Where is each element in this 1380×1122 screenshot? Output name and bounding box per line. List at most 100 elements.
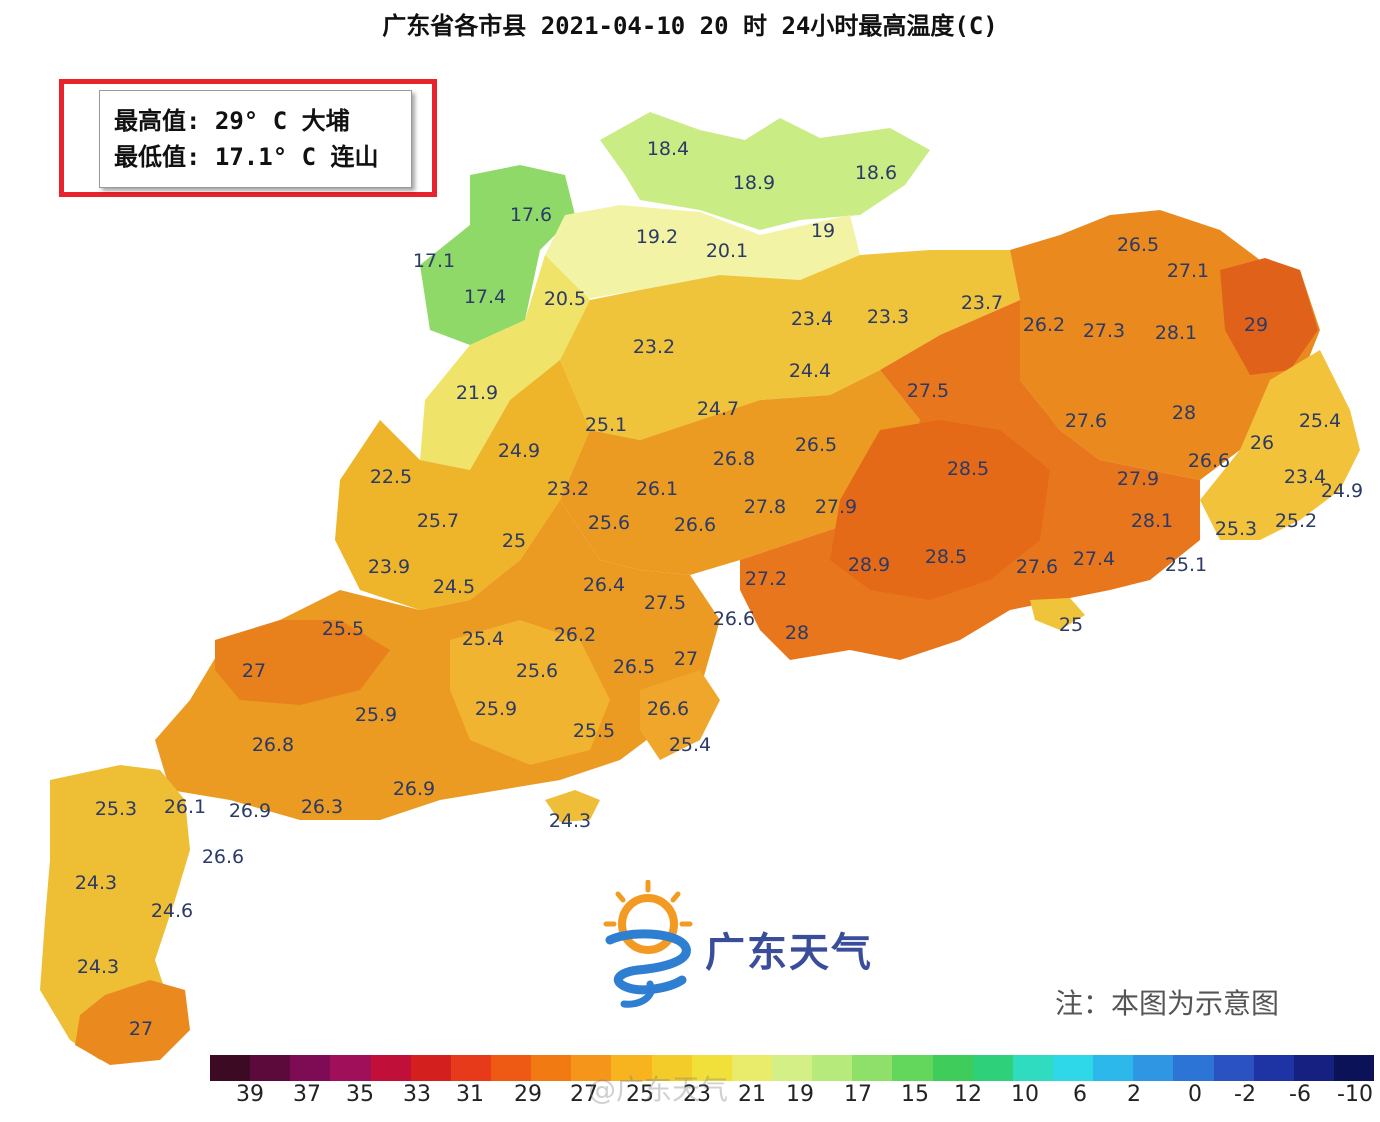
legend-label: 27	[570, 1082, 598, 1107]
region-zhuhai	[640, 670, 720, 760]
temperature-label: 27	[129, 1018, 153, 1040]
temperature-label: 26.5	[795, 434, 837, 456]
temperature-label: 24.6	[151, 900, 193, 922]
legend-label: 0	[1188, 1082, 1202, 1107]
temperature-label: 20.5	[544, 288, 586, 310]
temperature-label: 24.3	[549, 810, 591, 832]
temperature-label: 17.6	[510, 204, 552, 226]
temperature-label: 23.7	[961, 292, 1003, 314]
legend-label: 25	[626, 1082, 654, 1107]
temperature-label: 27.9	[815, 496, 857, 518]
temperature-label: 26.6	[202, 846, 244, 868]
temperature-label: 26.2	[554, 624, 596, 646]
temperature-label: 20.1	[706, 240, 748, 262]
temperature-label: 25	[1059, 614, 1083, 636]
guangdong-weather-logo-icon	[603, 880, 693, 1008]
legend-label: 23	[683, 1082, 711, 1107]
temperature-label: 18.4	[647, 138, 689, 160]
temperature-label: 26.8	[713, 448, 755, 470]
temperature-label: 23.3	[867, 306, 909, 328]
temperature-label: 25.5	[573, 720, 615, 742]
legend-swatch	[611, 1055, 652, 1081]
temperature-label: 18.6	[855, 162, 897, 184]
legend-swatch	[771, 1055, 813, 1081]
temperature-label: 27.6	[1016, 556, 1058, 578]
temperature-label: 25.9	[475, 698, 517, 720]
region-pearl-river-deep	[830, 420, 1050, 600]
color-legend-bar	[210, 1055, 1375, 1081]
temperature-label: 21.9	[456, 382, 498, 404]
temperature-label: 25.5	[322, 618, 364, 640]
region-xuwen	[75, 980, 190, 1065]
temperature-label: 25.1	[1165, 554, 1207, 576]
temperature-label: 27.5	[644, 592, 686, 614]
legend-swatch	[1012, 1055, 1053, 1081]
temperature-labels: 18.4 18.9 18.6 17.6 17.1 19.2 20.1 19 17.4 20.5 26…	[75, 138, 1363, 1040]
temperature-label: 24.3	[75, 872, 117, 894]
temperature-label: 25.9	[355, 704, 397, 726]
region-dabu	[1220, 258, 1318, 375]
temperature-label: 27.1	[1167, 260, 1209, 282]
max-temperature: 最高值: 29° C 大埔	[114, 107, 350, 135]
temperature-label: 26.9	[229, 800, 271, 822]
temperature-label: 25	[502, 530, 526, 552]
legend-label: 12	[954, 1082, 982, 1107]
legend-label: 2	[1127, 1082, 1141, 1107]
temperature-label: 24.9	[1321, 480, 1363, 502]
temperature-label: 26.5	[613, 656, 655, 678]
temperature-label: 18.9	[733, 172, 775, 194]
temperature-label: 25.7	[417, 510, 459, 532]
legend-swatch	[531, 1055, 572, 1081]
temperature-label: 26.3	[301, 796, 343, 818]
legend-label: 29	[514, 1082, 542, 1107]
legend-swatch	[731, 1055, 772, 1081]
temperature-label: 27.5	[907, 380, 949, 402]
legend-label: -2	[1234, 1082, 1256, 1107]
legend-swatch	[651, 1055, 692, 1081]
temperature-label: 26.6	[713, 608, 755, 630]
temperature-label: 25.4	[462, 628, 504, 650]
temperature-label: 25.4	[1299, 410, 1341, 432]
legend-swatch	[290, 1055, 331, 1081]
legend-label: 19	[786, 1082, 814, 1107]
temperature-label: 23.2	[547, 478, 589, 500]
legend-swatch	[1293, 1055, 1334, 1081]
temperature-label: 24.7	[697, 398, 739, 420]
temperature-label: 26.6	[1188, 450, 1230, 472]
region-central-yellow	[560, 250, 1020, 440]
temperature-label: 25.6	[516, 660, 558, 682]
region-west-yellow	[420, 255, 590, 470]
province-regions	[40, 112, 1360, 1065]
legend-label: 17	[844, 1082, 872, 1107]
legend-label: 31	[456, 1082, 484, 1107]
legend-label: -10	[1337, 1082, 1373, 1107]
temperature-label: 27	[674, 648, 698, 670]
temperature-label: 28	[785, 622, 809, 644]
color-legend-labels: 39 37 35 33 31 29 27 25 23 21 19 17 15 12 10 6 2 0 -2 -6 -10	[210, 1082, 1374, 1116]
legend-label: 15	[901, 1082, 929, 1107]
temperature-label: 27.8	[744, 496, 786, 518]
legend-swatch	[330, 1055, 371, 1081]
temperature-label: 28.5	[947, 458, 989, 480]
temperature-label: 28.5	[925, 546, 967, 568]
temperature-label: 29	[1244, 314, 1268, 336]
region-east-coast	[1200, 350, 1360, 540]
temperature-label: 26.9	[393, 778, 435, 800]
temperature-label: 22.5	[370, 466, 412, 488]
island-east	[1030, 598, 1085, 630]
temperature-label: 25.4	[669, 734, 711, 756]
legend-swatch	[1052, 1055, 1094, 1081]
temperature-label: 27.2	[745, 568, 787, 590]
region-north-green	[600, 112, 930, 230]
temperature-label: 26.1	[636, 478, 678, 500]
region-central-orange	[560, 370, 920, 575]
region-west-band	[335, 360, 590, 610]
temperature-label: 28.1	[1155, 322, 1197, 344]
temperature-label: 17.4	[464, 286, 506, 308]
legend-swatch	[210, 1055, 251, 1081]
legend-swatch	[1333, 1055, 1375, 1081]
legend-label: 10	[1011, 1082, 1039, 1107]
temperature-label: 27	[242, 660, 266, 682]
legend-label: 37	[293, 1082, 321, 1107]
